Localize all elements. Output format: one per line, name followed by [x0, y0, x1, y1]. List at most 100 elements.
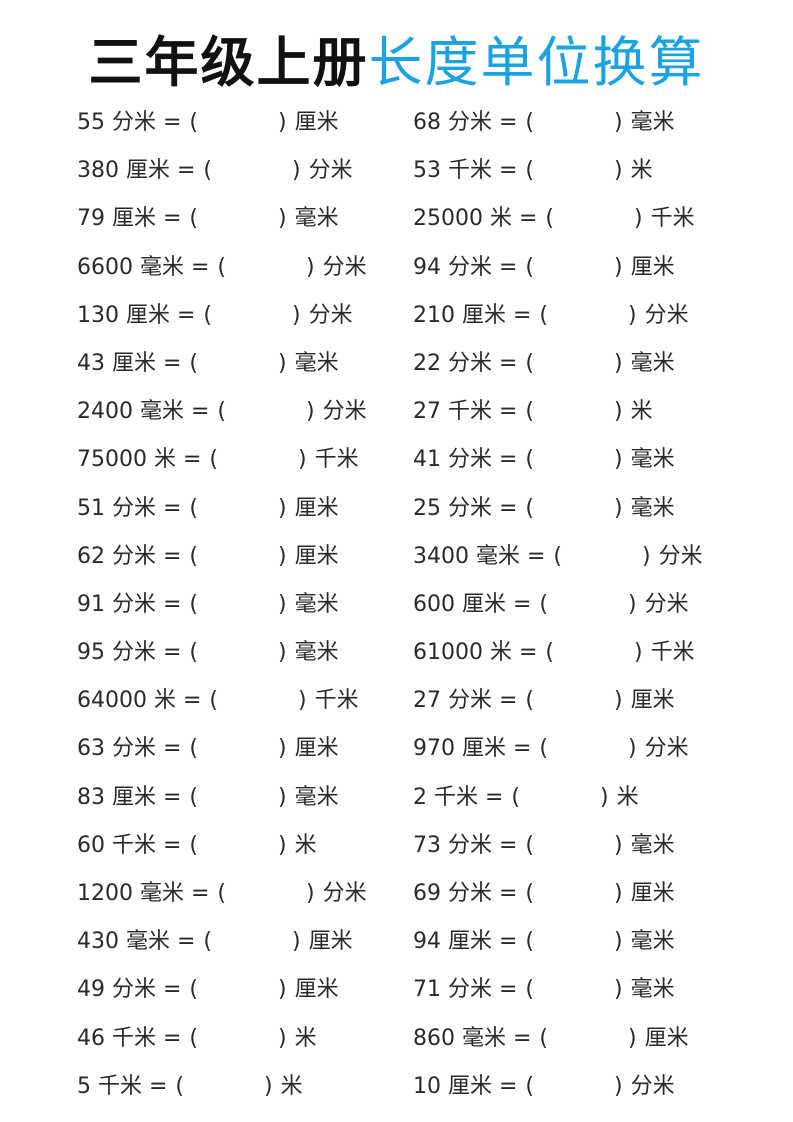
target-unit: 厘米 — [630, 254, 675, 280]
exercise-item: 62 分米 = () 厘米 — [77, 542, 339, 572]
question: 51 分米 = — [77, 495, 182, 521]
open-paren: ( — [189, 495, 199, 521]
target-unit: 米 — [630, 158, 653, 184]
exercise-row: 2400 毫米 = () 分米 27 千米 = () 米 — [0, 389, 793, 437]
exercise-item: 5 千米 = () 米 — [77, 1072, 303, 1102]
question: 25000 米 = — [413, 206, 538, 232]
target-unit: 米 — [280, 1073, 303, 1099]
open-paren: ( — [189, 110, 199, 135]
target-unit: 毫米 — [294, 206, 339, 232]
exercise-item: 1200 毫米 = () 分米 — [77, 879, 367, 909]
question: 6600 毫米 = — [77, 254, 210, 280]
exercise-item: 61000 米 = () 千米 — [413, 638, 695, 668]
open-paren: ( — [217, 881, 227, 906]
question: 1200 毫米 = — [77, 881, 210, 906]
exercise-row: 62 分米 = () 厘米 3400 毫米 = () 分米 — [0, 534, 793, 582]
question: 27 分米 = — [413, 688, 518, 714]
exercise-row: 51 分米 = () 厘米 25 分米 = () 毫米 — [0, 486, 793, 534]
question: 60 千米 = — [77, 832, 182, 858]
target-unit: 米 — [294, 1025, 317, 1051]
open-paren: ( — [209, 447, 218, 473]
open-paren: ( — [203, 302, 213, 328]
close-paren: ) — [614, 929, 623, 955]
question: 91 分米 = — [77, 591, 182, 617]
open-paren: ( — [525, 929, 535, 955]
open-paren: ( — [545, 206, 554, 232]
close-paren: ) — [278, 640, 287, 666]
question: 970 厘米 = — [413, 736, 532, 762]
target-unit: 分米 — [308, 158, 353, 184]
open-paren: ( — [189, 832, 199, 858]
close-paren: ) — [278, 832, 287, 858]
question: 73 分米 = — [413, 832, 518, 858]
exercise-row: 75000 米 = () 千米 41 分米 = () 毫米 — [0, 437, 793, 485]
close-paren: ) — [298, 447, 307, 473]
exercise-item: 25000 米 = () 千米 — [413, 204, 695, 234]
open-paren: ( — [525, 977, 535, 1003]
exercise-item: 46 千米 = () 米 — [77, 1024, 317, 1054]
question: 94 分米 = — [413, 254, 518, 280]
exercise-item: 600 厘米 = () 分米 — [413, 590, 689, 620]
open-paren: ( — [525, 1073, 535, 1099]
question: 75000 米 = — [77, 447, 202, 473]
open-paren: ( — [189, 977, 199, 1003]
question: 68 分米 = — [413, 110, 518, 135]
open-paren: ( — [553, 543, 563, 569]
exercise-list: 55 分米 =() 厘米 68 分米 =() 毫米 380 厘米 =() 分米 53 千米 … — [0, 100, 793, 1112]
question: 25 分米 = — [413, 495, 518, 521]
close-paren: ) — [278, 543, 287, 569]
close-paren: ) — [278, 591, 287, 617]
close-paren: ) — [614, 881, 623, 906]
open-paren: ( — [539, 1025, 549, 1051]
exercise-item: 210 厘米 = () 分米 — [413, 301, 689, 331]
target-unit: 毫米 — [294, 640, 339, 666]
exercise-item: 130 厘米 = () 分米 — [77, 301, 353, 331]
exercise-item: 60 千米 = () 米 — [77, 831, 317, 861]
exercise-row: 130 厘米 = () 分米 210 厘米 = () 分米 — [0, 293, 793, 341]
close-paren: ) — [600, 784, 609, 810]
open-paren: ( — [175, 1073, 185, 1099]
close-paren: ) — [634, 206, 643, 232]
target-unit: 厘米 — [294, 543, 339, 569]
question: 27 千米 = — [413, 399, 518, 425]
exercise-item: 63 分米 = () 厘米 — [77, 734, 339, 764]
open-paren: ( — [525, 158, 535, 184]
close-paren: ) — [628, 591, 637, 617]
question: 71 分米 = — [413, 977, 518, 1003]
open-paren: ( — [189, 784, 199, 810]
open-paren: ( — [525, 688, 535, 714]
title-part1: 三年级上册 — [88, 30, 369, 94]
title-part2: 长度单位换算 — [368, 31, 705, 94]
exercise-row: 60 千米 = () 米 73 分米 = () 毫米 — [0, 823, 793, 871]
target-unit: 厘米 — [644, 1025, 689, 1051]
open-paren: ( — [189, 736, 199, 762]
exercise-item: 27 千米 = () 米 — [413, 397, 653, 427]
target-unit: 分米 — [308, 302, 353, 328]
question: 2 千米 = — [413, 784, 504, 810]
exercise-row: 64000 米 = () 千米 27 分米 = () 厘米 — [0, 678, 793, 726]
close-paren: ) — [614, 832, 623, 858]
question: 55 分米 = — [77, 110, 182, 135]
question: 79 厘米 = — [77, 206, 182, 232]
target-unit: 厘米 — [308, 929, 353, 955]
target-unit: 厘米 — [294, 495, 339, 521]
open-paren: ( — [525, 881, 535, 906]
target-unit: 米 — [294, 832, 317, 858]
question: 210 厘米 = — [413, 302, 532, 328]
close-paren: ) — [292, 302, 301, 328]
target-unit: 分米 — [630, 1073, 675, 1099]
exercise-row: 91 分米 = () 毫米 600 厘米 = () 分米 — [0, 582, 793, 630]
question: 43 厘米 = — [77, 350, 182, 376]
close-paren: ) — [614, 1073, 623, 1099]
exercise-item: 43 厘米 = () 毫米 — [77, 349, 339, 379]
open-paren: ( — [217, 399, 227, 425]
open-paren: ( — [189, 206, 199, 232]
question: 83 厘米 = — [77, 784, 182, 810]
close-paren: ) — [264, 1073, 273, 1099]
question: 46 千米 = — [77, 1025, 182, 1051]
exercise-item: 49 分米 = () 厘米 — [77, 975, 339, 1005]
target-unit: 分米 — [644, 302, 689, 328]
open-paren: ( — [539, 591, 549, 617]
exercise-item: 71 分米 = () 毫米 — [413, 975, 675, 1005]
close-paren: ) — [614, 977, 623, 1003]
